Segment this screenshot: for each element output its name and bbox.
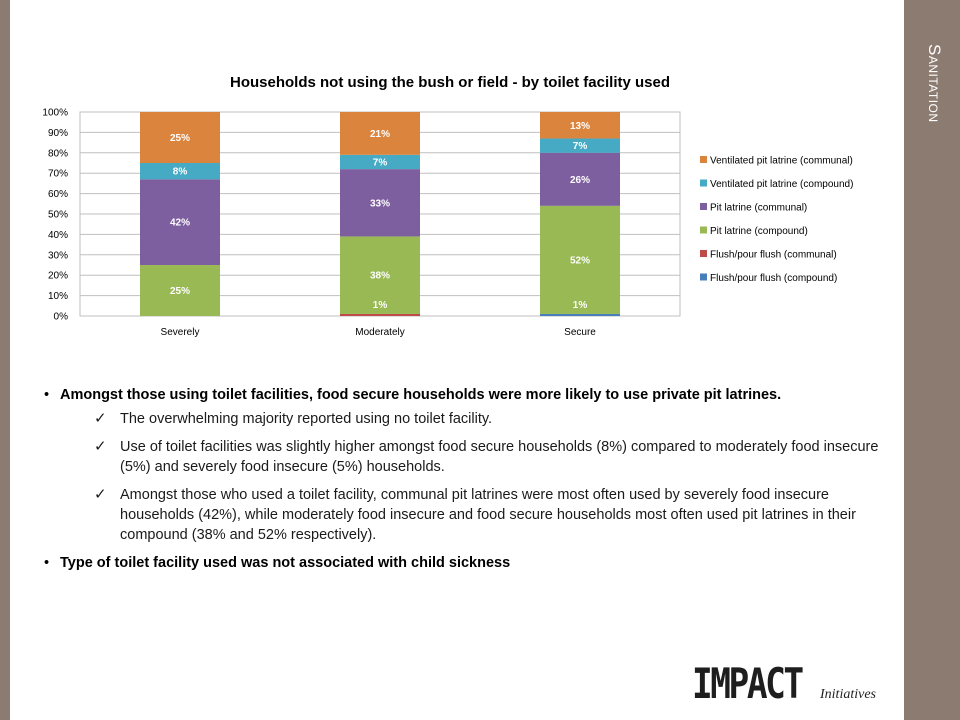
stacked-bar-chart: 0% 10% 20% 30% 40% 50% 60% 70% 80% 90% 100% 25% 42% 8… [42,108,853,339]
legend-swatch [700,226,707,234]
logo-wordmark: IMPACT [692,659,804,708]
bar-segment [340,169,420,237]
bullet-item: • Amongst those using toilet facilities,… [44,385,884,405]
bullet-dot-icon: • [44,387,50,403]
legend-label: Pit latrine (communal) [710,203,807,214]
data-label: 25% [170,133,190,144]
sub-bullet-text: Use of toilet facilities was slightly hi… [120,439,879,475]
logo-subtitle: Initiatives [820,687,876,702]
data-label: 26% [570,175,590,186]
legend-swatch [700,203,707,210]
x-tick-label: Secure [564,327,596,338]
bar-segment [540,112,620,139]
bullet-text: Amongst those using toilet facilities, f… [60,387,782,403]
bullet-list: • Amongst those using toilet facilities,… [44,385,884,577]
y-tick-label: 20% [48,271,68,282]
bar-segment [140,112,220,163]
chart-title: Households not using the bush or field -… [229,74,671,91]
sub-bullet-item: ✓ Amongst those who used a toilet facili… [44,485,884,545]
data-label: 33% [370,198,390,209]
legend-label: Ventilated pit latrine (communal) [710,156,853,167]
data-label: 21% [370,129,390,140]
legend-label: Pit latrine (compound) [710,226,808,237]
checkmark-icon: ✓ [94,438,107,455]
x-tick-label: Moderately [355,327,404,338]
impact-logo: IMPACT Initiatives [692,660,902,710]
bullet-text: Type of toilet facility used was not ass… [60,555,511,571]
bar-segment [140,179,220,265]
bullet-dot-icon: • [44,555,50,571]
bar-segment [340,236,420,314]
sub-bullet-text: The overwhelming majority reported using… [120,411,493,427]
data-label: 13% [570,121,590,132]
bar-segment [140,265,220,316]
y-tick-label: 10% [48,291,68,302]
y-tick-label: 90% [48,128,68,139]
legend-swatch [700,179,707,187]
bar-segment [540,152,620,206]
y-tick-label: 60% [48,189,68,200]
x-tick-label: Severely [161,327,200,338]
left-accent-bar [0,0,10,720]
checkmark-icon: ✓ [94,410,107,427]
sub-bullet-text: Amongst those who used a toilet facility… [120,487,856,543]
right-accent-bar [904,0,960,720]
data-label: 42% [170,218,190,229]
data-label: 25% [170,286,190,297]
data-label: 8% [173,167,188,178]
bar-segment [340,112,420,155]
bar-segment [340,154,420,170]
legend-label: Flush/pour flush (communal) [710,250,837,261]
data-label: 38% [370,271,390,282]
y-tick-label: 0% [54,312,69,323]
sub-bullet-item: ✓ Use of toilet facilities was slightly … [44,437,884,477]
data-label: 1% [373,300,388,311]
legend-label: Flush/pour flush (compound) [710,273,837,284]
legend-swatch [700,273,707,281]
bar-segment [340,313,420,316]
bullet-item: • Type of toilet facility used was not a… [44,553,884,573]
bar-segment [140,163,220,180]
y-tick-label: 70% [48,169,68,180]
legend-label: Ventilated pit latrine (compound) [710,179,853,190]
data-label: 7% [573,141,588,152]
y-tick-label: 30% [48,250,68,261]
sub-bullet-item: ✓ The overwhelming majority reported usi… [44,409,884,429]
legend-swatch [700,156,707,163]
data-label: 1% [573,300,588,311]
data-label: 52% [570,255,590,266]
section-title: Sanitation [904,0,960,720]
checkmark-icon: ✓ [94,486,107,503]
data-label: 7% [373,157,388,168]
y-tick-label: 80% [48,148,68,159]
y-tick-label: 50% [48,210,68,221]
bar-segment [540,313,620,316]
y-tick-label: 100% [42,108,68,119]
bar-segment [540,138,620,153]
section-title-text: Sanitation [925,44,944,123]
legend-swatch [700,250,707,257]
y-tick-label: 40% [48,230,68,241]
bar-segment [540,205,620,314]
